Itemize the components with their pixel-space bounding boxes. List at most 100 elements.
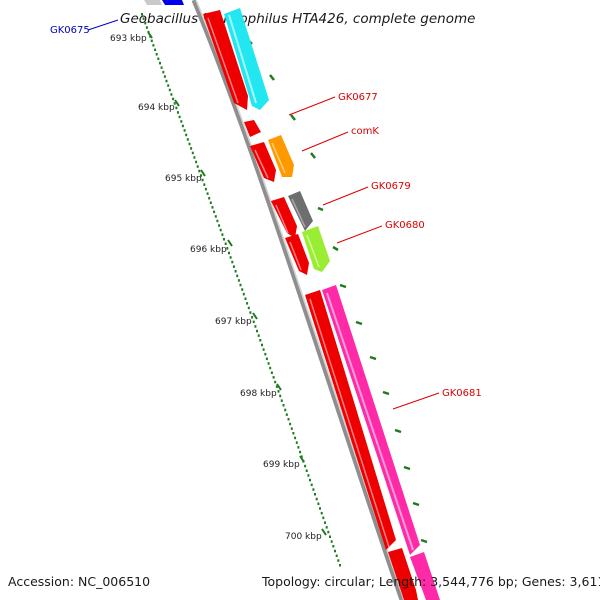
scale-dot [224,242,227,245]
gene-gk0675[interactable] [162,0,184,5]
scale-dot [152,44,155,47]
scale-dot [310,483,313,487]
scale-dot [307,474,310,477]
scale-dot [265,357,268,361]
scale-dot [195,160,198,164]
scale-dot [334,549,336,553]
gene-gk0680[interactable] [302,226,330,272]
scale-dot [223,238,225,241]
scale-dot [208,197,211,200]
scale-dot [226,247,229,250]
scale-dot [190,147,193,150]
scale-dot [287,418,290,421]
scale-dot [257,334,260,337]
scale-dot [218,224,221,227]
scale-dot [219,228,222,232]
genome-summary-text: Topology: circular; Length: 3,544,776 bp… [261,574,600,589]
scale-dot [312,488,315,491]
scale-tick-696: 696 kbp [190,239,233,255]
scale-dot [155,53,158,56]
scale-dot [297,446,300,449]
scale-dot [269,366,272,370]
scale-dot [200,174,202,177]
scale-dot [256,329,258,333]
scale-dot [330,540,333,543]
scale-dot [259,339,262,342]
scale-tick-697: 697 kbp [215,312,258,327]
gene-label-gk0681[interactable]: GK0681 [442,388,482,399]
scale-dot [170,93,173,96]
scale-dot [339,564,341,567]
scale-dot [262,348,265,351]
gene-highlights [207,17,390,548]
scale-dot [185,133,188,137]
gene-red-7[interactable] [388,548,418,600]
scale-dot [272,376,275,379]
gene-label-gk0680[interactable]: GK0680 [385,220,425,231]
scale-dot [209,201,212,204]
pointer-gk0677 [288,96,336,116]
scale-dot [216,219,219,223]
gene-gk0679[interactable] [288,191,313,231]
accession-text: Accession: NC_006510 [8,574,150,589]
scale-dot [191,151,194,155]
scale-dot [229,256,232,259]
gene-gk0675-neighbor[interactable] [144,0,162,5]
scale-dot [317,502,320,505]
scale-dot [159,61,161,65]
scale-dot [186,138,189,141]
scale-dot [299,450,302,454]
scale-dot [193,156,196,159]
scale-dot [241,288,244,291]
scale-dot [337,559,340,562]
scale-dot [332,545,335,548]
gene-red-6[interactable] [305,290,396,550]
tick-label-699: 699 kbp [263,460,300,470]
gene-red-2[interactable] [244,120,261,137]
scale-dot [300,455,303,458]
map-title: Geobacillus kaustophilus HTA426, complet… [120,11,475,27]
scale-dot [183,129,186,132]
scale-tick-694: 694 kbp [138,99,180,113]
scale-dot [320,511,323,515]
gene-gk0681-highlight [326,292,414,551]
gene-label-gk0675[interactable]: GK0675 [50,25,90,36]
scale-dot [206,192,209,195]
scale-dot [280,399,283,402]
scale-dot [236,274,239,278]
scale-dot [282,404,285,407]
scale-ring [141,13,341,567]
scale-dot [145,26,148,29]
scale-dot [167,84,170,87]
scale-tick-699: 699 kbp [263,455,305,470]
scale-dot [244,297,247,300]
genome-backbone [191,0,405,600]
gene-comk[interactable] [268,135,294,177]
scale-dot [275,385,278,388]
scale-dot [294,436,297,440]
scale-dot [196,165,199,168]
scale-dot [201,178,204,182]
scale-dot [246,302,249,305]
gene-magenta-2[interactable] [410,552,440,600]
scale-dot [327,530,330,534]
scale-dot [214,215,217,218]
scale-dot [144,21,147,25]
scale-dot [242,292,245,296]
gene-label-gk0677[interactable]: GK0677 [338,92,378,103]
scale-dot [221,233,224,236]
gene-label-comk[interactable]: comK [351,126,379,137]
scale-dot [285,413,288,416]
scale-dot [314,493,316,496]
scale-dot [168,88,171,92]
scale-dot [335,554,338,557]
scale-tick-695: 695 kbp [165,169,206,184]
gene-comk-highlight [271,142,286,174]
pointer-gk0681 [392,392,440,410]
pointer-gk0675 [87,19,119,31]
scale-dot [160,66,163,69]
gene-label-gk0679[interactable]: GK0679 [371,181,411,192]
pointer-gk0679 [322,186,369,206]
scale-dot [150,39,153,43]
